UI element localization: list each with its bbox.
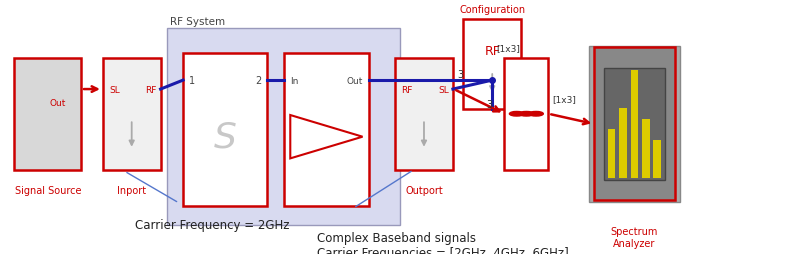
Text: Carrier Frequency = 2GHz: Carrier Frequency = 2GHz bbox=[135, 218, 289, 231]
Text: Configuration: Configuration bbox=[459, 5, 525, 15]
Bar bbox=[284, 53, 368, 206]
Text: RF: RF bbox=[145, 85, 156, 94]
Bar bbox=[642, 119, 649, 178]
Text: 1: 1 bbox=[188, 76, 195, 86]
Bar bbox=[607, 130, 614, 178]
Bar bbox=[395, 58, 452, 170]
Text: Out: Out bbox=[346, 76, 363, 85]
Bar bbox=[618, 108, 626, 178]
Text: Out: Out bbox=[50, 99, 66, 108]
Text: [1x3]: [1x3] bbox=[552, 95, 576, 104]
Text: RF System: RF System bbox=[170, 17, 225, 27]
Bar bbox=[630, 71, 638, 178]
Bar bbox=[14, 58, 81, 170]
Circle shape bbox=[508, 112, 523, 117]
Bar bbox=[103, 58, 160, 170]
Circle shape bbox=[529, 112, 543, 117]
Text: RF: RF bbox=[400, 85, 411, 94]
Bar bbox=[603, 69, 664, 180]
Text: S: S bbox=[213, 120, 237, 154]
Text: SL: SL bbox=[109, 85, 119, 94]
Text: Signal Source: Signal Source bbox=[14, 185, 81, 195]
Text: In: In bbox=[290, 76, 298, 85]
Text: Outport: Outport bbox=[404, 185, 443, 195]
Text: SL: SL bbox=[438, 85, 448, 94]
Bar bbox=[593, 48, 674, 201]
Circle shape bbox=[518, 112, 533, 117]
Bar bbox=[463, 20, 520, 109]
Text: 2: 2 bbox=[255, 76, 261, 86]
Text: Complex Baseband signals
Carrier Frequencies = [2GHz, 4GHz, 6GHz]: Complex Baseband signals Carrier Frequen… bbox=[317, 231, 569, 254]
Bar bbox=[504, 58, 548, 170]
Bar bbox=[653, 140, 660, 178]
Text: Inport: Inport bbox=[117, 185, 146, 195]
Text: Spectrum
Analyzer: Spectrum Analyzer bbox=[610, 226, 657, 248]
Text: RF: RF bbox=[484, 45, 500, 58]
Bar bbox=[588, 47, 679, 202]
Text: 3: 3 bbox=[456, 70, 463, 80]
Bar bbox=[183, 53, 267, 206]
Text: [1x3]: [1x3] bbox=[496, 44, 520, 53]
Text: 3: 3 bbox=[486, 99, 492, 109]
Bar bbox=[167, 29, 399, 225]
